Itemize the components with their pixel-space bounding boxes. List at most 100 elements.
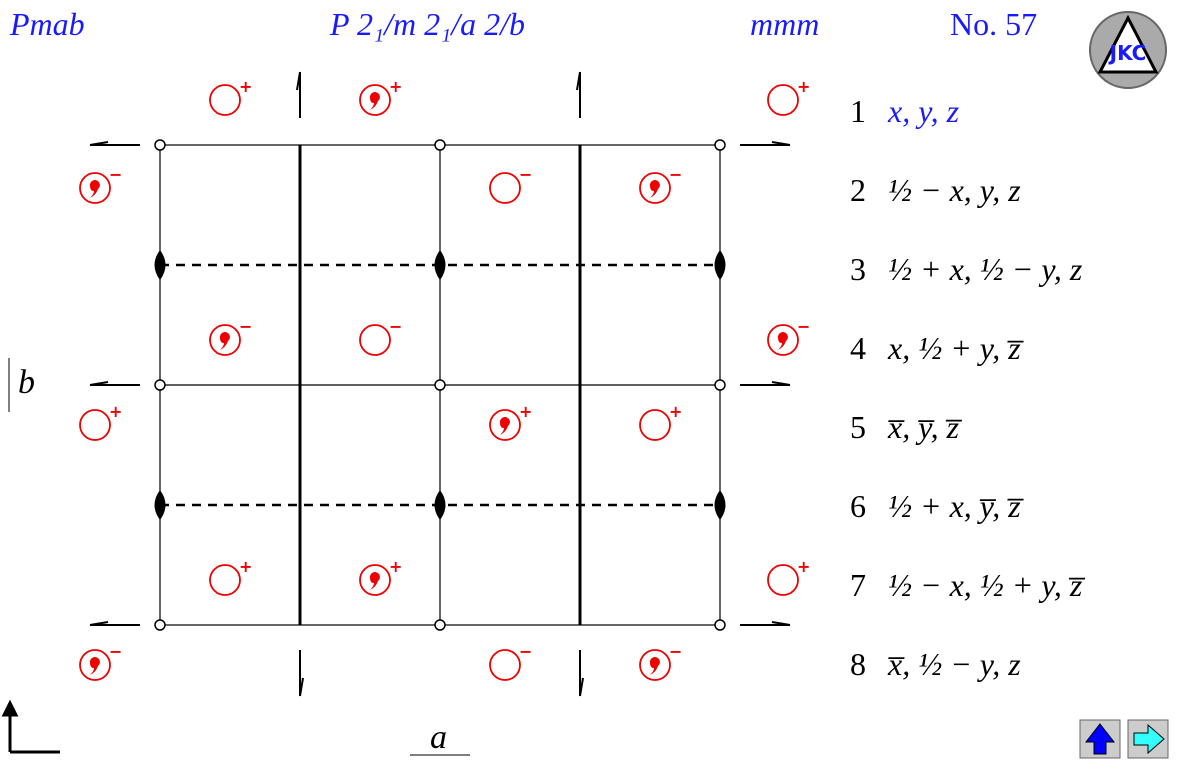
screw-arrow bbox=[740, 381, 791, 386]
twofold-axis bbox=[154, 490, 166, 520]
position-number: 8 bbox=[850, 646, 866, 682]
general-position: + bbox=[79, 402, 122, 441]
inversion-center bbox=[154, 619, 166, 631]
position-number: 4 bbox=[850, 330, 866, 366]
general-position: − bbox=[79, 165, 122, 204]
general-position: − bbox=[489, 642, 532, 681]
symbol-circle bbox=[79, 649, 111, 681]
full-symbol: P 2₁/m 2₁/a 2/b bbox=[329, 6, 525, 42]
number: No. 57 bbox=[950, 6, 1037, 42]
symbol-sign: − bbox=[519, 642, 532, 661]
symbol-circle bbox=[639, 409, 671, 441]
symbol-circle bbox=[639, 172, 671, 204]
screw-arrow bbox=[576, 71, 581, 118]
symbol-sign: + bbox=[389, 557, 402, 576]
inversion-center bbox=[154, 379, 166, 391]
nav-buttons bbox=[1079, 719, 1169, 759]
axis-a: a bbox=[430, 719, 447, 756]
comma bbox=[89, 180, 100, 198]
general-position: + bbox=[359, 77, 402, 116]
symbol-circle bbox=[489, 172, 521, 204]
position-coords: x̅, y̅, z̅ bbox=[887, 409, 962, 445]
position-number: 7 bbox=[850, 567, 866, 603]
screw-arrow bbox=[89, 621, 140, 626]
position-coords: ½ − x, y, z bbox=[888, 172, 1021, 208]
general-position: + bbox=[359, 557, 402, 596]
symbol-sign: + bbox=[669, 402, 682, 421]
symbol-sign: − bbox=[797, 317, 810, 336]
comma bbox=[219, 332, 230, 350]
comma bbox=[649, 657, 660, 675]
general-position: − bbox=[639, 642, 682, 681]
logo: JKC bbox=[1089, 11, 1167, 89]
position-number: 1 bbox=[850, 93, 866, 129]
position-number: 5 bbox=[850, 409, 866, 445]
general-position: + bbox=[767, 77, 810, 116]
position-coords: ½ + x, y̅, z̅ bbox=[888, 488, 1024, 524]
symbol-sign: + bbox=[797, 77, 810, 96]
symbol-circle bbox=[489, 649, 521, 681]
position-coords: ½ − x, ½ + y, z̅ bbox=[888, 567, 1085, 603]
inversion-center bbox=[154, 139, 166, 151]
screw-arrow bbox=[296, 71, 301, 118]
symbol-sign: + bbox=[389, 77, 402, 96]
symbol-sign: − bbox=[109, 642, 122, 661]
twofold-axis bbox=[154, 250, 166, 280]
inversion-center bbox=[434, 139, 446, 151]
short-symbol: Pmab bbox=[9, 6, 85, 42]
twofold-axis bbox=[434, 250, 446, 280]
position-number: 2 bbox=[850, 172, 866, 208]
comma bbox=[777, 332, 788, 350]
screw-arrow bbox=[89, 141, 140, 146]
screw-arrow bbox=[740, 141, 791, 146]
symbol-circle bbox=[767, 84, 799, 116]
inversion-center bbox=[434, 619, 446, 631]
symbol-circle bbox=[209, 84, 241, 116]
next-icon bbox=[1133, 723, 1165, 755]
general-position: + bbox=[209, 77, 252, 116]
screw-arrow bbox=[740, 621, 791, 626]
symbol-circle bbox=[767, 564, 799, 596]
origin-axes bbox=[1, 699, 60, 754]
general-position: + bbox=[209, 557, 252, 596]
symbol-sign: + bbox=[239, 77, 252, 96]
general-position: − bbox=[359, 317, 402, 356]
general-position: − bbox=[209, 317, 252, 356]
inversion-center bbox=[714, 139, 726, 151]
symbol-circle bbox=[79, 409, 111, 441]
symbol-sign: + bbox=[239, 557, 252, 576]
symbol-circle bbox=[359, 564, 391, 596]
inversion-center bbox=[714, 619, 726, 631]
general-position: − bbox=[767, 317, 810, 356]
screw-arrow bbox=[89, 381, 140, 386]
twofold-axis bbox=[434, 490, 446, 520]
position-number: 6 bbox=[850, 488, 866, 524]
symbol-circle bbox=[639, 649, 671, 681]
point-group: mmm bbox=[750, 6, 819, 42]
comma bbox=[369, 572, 380, 590]
general-position: − bbox=[79, 642, 122, 681]
screw-arrow bbox=[579, 650, 584, 697]
symbol-circle bbox=[209, 564, 241, 596]
inversion-center bbox=[434, 379, 446, 391]
symbol-sign: + bbox=[519, 402, 532, 421]
general-position: − bbox=[489, 165, 532, 204]
comma bbox=[649, 180, 660, 198]
general-position: + bbox=[639, 402, 682, 441]
symbol-sign: − bbox=[519, 165, 532, 184]
symbol-circle bbox=[359, 84, 391, 116]
general-position: + bbox=[767, 557, 810, 596]
symbol-sign: − bbox=[239, 317, 252, 336]
symbol-sign: + bbox=[109, 402, 122, 421]
symbol-sign: − bbox=[669, 165, 682, 184]
position-number: 3 bbox=[850, 251, 866, 287]
position-coords: x̅, ½ − y, z bbox=[887, 646, 1021, 682]
up-icon bbox=[1084, 723, 1116, 755]
position-coords: ½ + x, ½ − y, z bbox=[888, 251, 1083, 287]
screw-arrow bbox=[299, 650, 304, 697]
logo-text: JKC bbox=[1108, 41, 1147, 65]
twofold-axis bbox=[714, 490, 726, 520]
axis-b: b bbox=[18, 364, 35, 401]
comma bbox=[89, 657, 100, 675]
